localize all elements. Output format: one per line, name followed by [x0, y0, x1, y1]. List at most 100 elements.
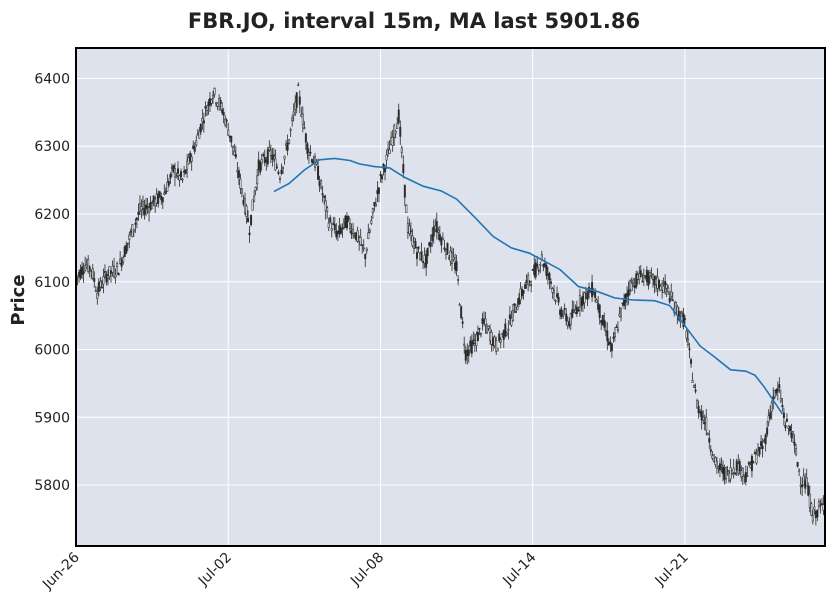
- candle-body: [292, 111, 295, 115]
- candle-body: [626, 293, 629, 297]
- candle-body: [76, 275, 79, 278]
- candle-body: [213, 87, 216, 95]
- candle-body: [770, 402, 773, 412]
- candle-body: [307, 152, 310, 156]
- candle-body: [533, 264, 536, 275]
- candle-body: [208, 98, 211, 106]
- candle-body: [792, 431, 795, 435]
- y-tick-label: 6200: [34, 207, 70, 223]
- candle-body: [202, 120, 205, 124]
- candle-body: [651, 274, 654, 280]
- candle-body: [224, 118, 227, 126]
- candle-body: [320, 180, 323, 189]
- candle-body: [458, 304, 461, 306]
- candle-body: [237, 170, 240, 178]
- candle-body: [192, 145, 195, 150]
- candle-body: [260, 159, 263, 164]
- candle-body: [169, 174, 172, 179]
- candle-body: [239, 178, 242, 189]
- candle-body: [269, 149, 272, 156]
- candle-body: [484, 318, 487, 325]
- candle-body: [714, 457, 717, 465]
- candle-body: [245, 205, 248, 218]
- candle-body: [85, 264, 88, 268]
- candle-body: [356, 230, 359, 242]
- candle-body: [755, 453, 758, 464]
- candle-body: [489, 332, 492, 342]
- candle-body: [90, 270, 93, 272]
- candle-body: [630, 283, 633, 292]
- candle-body: [744, 472, 747, 483]
- candle-body: [324, 200, 327, 211]
- candle-body: [247, 217, 250, 223]
- candle-body: [549, 281, 552, 284]
- candle-body: [581, 295, 584, 305]
- candle-body: [426, 247, 429, 257]
- candle-body: [562, 314, 565, 317]
- candle-body: [542, 264, 545, 267]
- y-tick-label: 5800: [34, 478, 70, 494]
- candle-body: [275, 166, 278, 169]
- candle-body: [417, 246, 420, 249]
- candle-body: [773, 390, 776, 398]
- candle-body: [280, 169, 283, 174]
- candle-body: [266, 149, 269, 165]
- candle-body: [712, 454, 715, 462]
- candle-body: [365, 248, 368, 252]
- candle-body: [641, 280, 644, 283]
- candle-body: [627, 289, 630, 297]
- candle-body: [616, 329, 619, 331]
- candle-body: [355, 232, 358, 240]
- y-tick-labels: 5800 5900 6000 6100 6200 6300 6400: [34, 71, 70, 494]
- candle-body: [175, 175, 178, 177]
- candle-body: [731, 470, 734, 474]
- candle-body: [451, 252, 454, 265]
- candle-body: [787, 425, 790, 429]
- candle-body: [178, 175, 181, 181]
- candle-body: [743, 474, 746, 477]
- candle-body: [615, 326, 618, 329]
- candle-body: [193, 146, 196, 152]
- candle-body: [475, 334, 478, 346]
- candle-body: [495, 340, 498, 352]
- candle-body: [186, 160, 189, 170]
- candle-body: [757, 450, 760, 456]
- candle-body: [341, 227, 344, 230]
- candle-body: [128, 234, 131, 240]
- candle-body: [729, 467, 732, 480]
- candle-body: [656, 276, 659, 289]
- candle-body: [183, 170, 186, 173]
- candle-body: [195, 140, 198, 146]
- candle-body: [254, 186, 257, 191]
- candle-body: [810, 503, 813, 516]
- candle-body: [498, 333, 501, 342]
- candle-body: [760, 441, 763, 447]
- candle-body: [790, 432, 793, 439]
- candle-body: [556, 293, 559, 298]
- candle-body: [499, 339, 502, 343]
- candle-body: [677, 310, 680, 320]
- candle-body: [784, 424, 787, 429]
- candle-body: [181, 178, 184, 181]
- candle-body: [230, 135, 233, 143]
- candle-body: [524, 284, 527, 289]
- candle-body: [667, 287, 670, 293]
- candle-body: [373, 201, 376, 207]
- candle-body: [798, 469, 801, 472]
- candle-body: [737, 463, 740, 474]
- candle-body: [289, 128, 292, 131]
- candle-body: [807, 485, 810, 496]
- candle-body: [271, 155, 274, 160]
- candle-body: [396, 123, 399, 129]
- candle-body: [638, 273, 641, 280]
- candle-body: [521, 289, 524, 296]
- candle-body: [586, 291, 589, 300]
- candle-body: [718, 463, 721, 471]
- candle-body: [571, 309, 574, 318]
- candle-body: [789, 426, 791, 432]
- candle-body: [560, 309, 563, 317]
- candle-body: [620, 307, 622, 318]
- candle-body: [822, 504, 825, 511]
- candle-body: [300, 114, 303, 117]
